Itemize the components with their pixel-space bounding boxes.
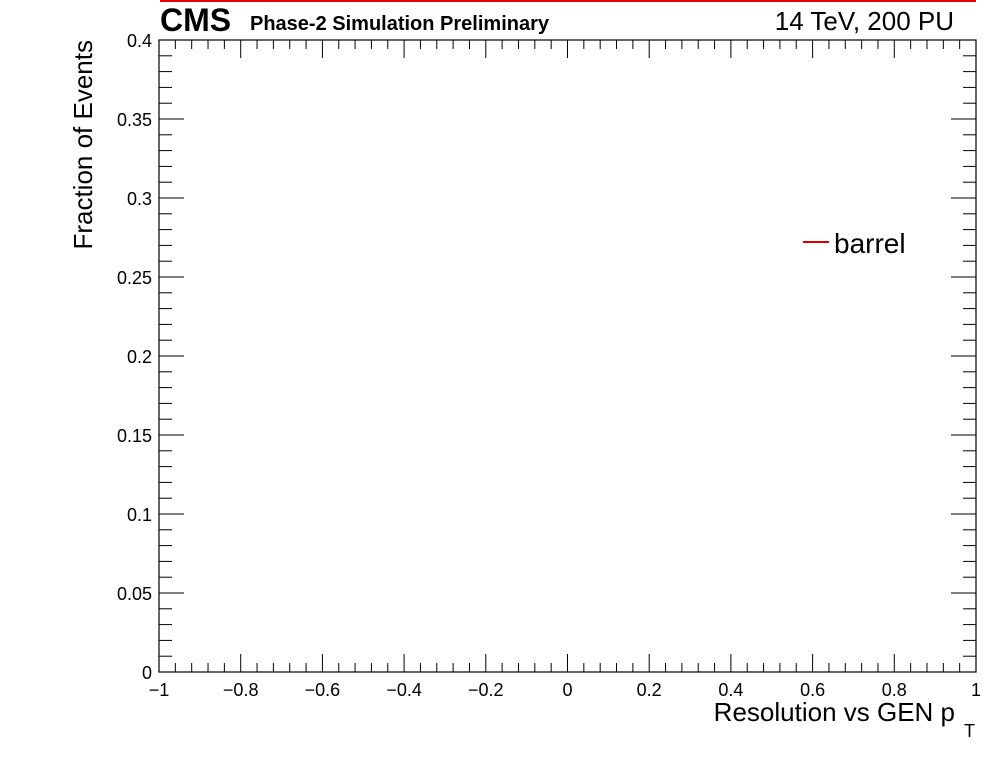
x-tick-label: −0.6 [305, 680, 341, 700]
y-tick-label: 0.15 [117, 426, 152, 446]
x-axis-title-subscript: T [964, 721, 975, 741]
x-tick-label: 0.6 [800, 680, 825, 700]
x-tick-label: −0.2 [468, 680, 504, 700]
y-tick-label: 0.1 [127, 505, 152, 525]
x-tick-label: −0.4 [386, 680, 422, 700]
x-tick-label: −0.8 [223, 680, 259, 700]
labels-layer: −1 −0.8 −0.6 −0.4 −0.2 0 0.2 0.4 0.6 0.8 1 0 0.05 0.1… [117, 31, 981, 700]
legend-label-barrel: barrel [834, 228, 906, 259]
plot-frame [158, 39, 977, 673]
x-tick-label: 0.4 [718, 680, 743, 700]
y-tick-label: 0 [142, 663, 152, 683]
y-tick-label: 0.05 [117, 584, 152, 604]
x-tick-label: −1 [149, 680, 170, 700]
y-tick-label: 0.2 [127, 347, 152, 367]
x-tick-label: 0 [562, 680, 572, 700]
x-axis-title: Resolution vs GEN p [714, 697, 955, 727]
extra-text: Phase-2 Simulation Preliminary [250, 13, 550, 35]
y-tick-label: 0.35 [117, 110, 152, 130]
lumi-text: 14 TeV, 200 PU [775, 6, 954, 36]
x-tick-label: 0.8 [882, 680, 907, 700]
legend: barrel [803, 228, 906, 259]
cms-label: CMS [160, 2, 231, 38]
y-tick-label: 0.25 [117, 268, 152, 288]
y-axis-title: Fraction of Events [68, 40, 98, 250]
y-tick-label: 0.4 [127, 31, 152, 51]
x-tick-label: 1 [971, 680, 981, 700]
y-tick-label: 0.3 [127, 189, 152, 209]
ticks-layer [158, 39, 977, 673]
x-tick-label: 0.2 [637, 680, 662, 700]
